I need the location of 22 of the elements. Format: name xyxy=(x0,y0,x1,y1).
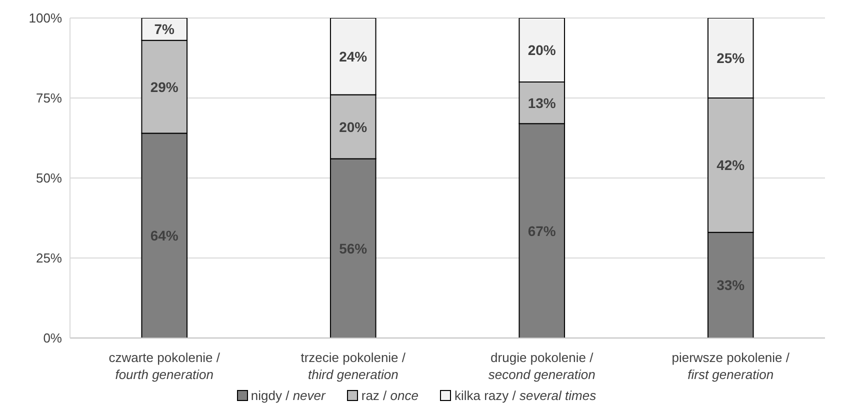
data-label: 67% xyxy=(528,222,556,239)
legend-label: kilka razy / several times xyxy=(454,388,596,403)
data-label: 64% xyxy=(150,228,179,244)
y-tick-label: 75% xyxy=(36,90,62,106)
legend-label: nigdy / never xyxy=(250,388,326,403)
data-label: 33% xyxy=(716,277,746,294)
data-label: 25% xyxy=(716,50,746,66)
x-tick-label: czwarte pokolenie / fourth generation xyxy=(108,350,220,382)
data-label: 20% xyxy=(528,42,556,58)
data-label: 24% xyxy=(339,48,368,64)
data-label: 42% xyxy=(716,157,746,174)
data-label: 56% xyxy=(339,240,368,256)
data-label: 7% xyxy=(154,21,176,38)
y-tick-label: 25% xyxy=(36,250,62,266)
y-tick-label: 0% xyxy=(43,330,62,346)
data-label: 13% xyxy=(528,94,556,111)
data-label: 29% xyxy=(150,78,179,95)
data-label: 20% xyxy=(339,118,368,135)
legend-label: raz / once xyxy=(361,388,418,403)
y-tick-label: 100% xyxy=(28,10,62,26)
y-tick-label: 50% xyxy=(36,170,62,186)
x-tick-label: pierwsze pokolenie / first generation xyxy=(672,350,790,382)
